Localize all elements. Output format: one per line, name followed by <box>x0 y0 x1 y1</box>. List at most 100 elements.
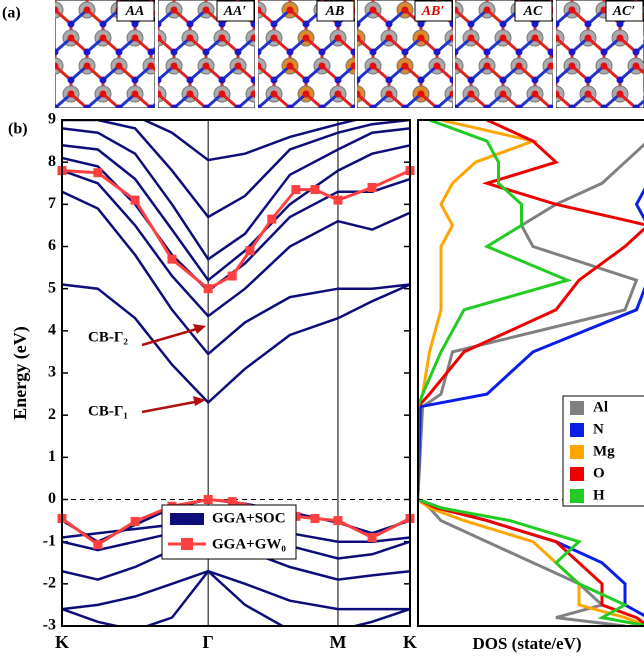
atom <box>467 90 475 98</box>
atom <box>556 34 560 42</box>
atom <box>607 114 623 130</box>
bond <box>455 92 472 108</box>
bond <box>237 64 255 82</box>
legend-swatch <box>570 445 584 459</box>
atom <box>639 114 644 130</box>
atom <box>401 104 409 108</box>
atom <box>369 62 377 70</box>
bond <box>55 106 56 108</box>
bond <box>635 64 644 75</box>
atom <box>357 20 361 28</box>
atom <box>399 133 406 140</box>
bond <box>23 10 39 24</box>
atom <box>499 76 507 84</box>
atom <box>250 90 255 98</box>
x-tick-label: K <box>55 632 69 652</box>
atom <box>584 76 592 84</box>
gw-marker <box>130 516 140 526</box>
panel-label: (b) <box>8 121 28 138</box>
bond <box>534 64 552 82</box>
atom <box>433 48 441 56</box>
bond <box>470 36 488 54</box>
gw-marker <box>267 214 277 224</box>
legend-swatch <box>170 513 204 525</box>
atom <box>239 133 246 140</box>
bond <box>455 64 472 82</box>
bond <box>70 92 88 108</box>
legend-swatch <box>570 489 584 503</box>
bond <box>173 8 191 26</box>
atom <box>270 90 278 98</box>
bond <box>205 8 223 26</box>
bond <box>173 36 191 54</box>
bond <box>55 66 56 68</box>
structure-thumbnail <box>455 0 644 140</box>
atom <box>155 133 162 140</box>
bond <box>273 8 291 26</box>
bond <box>572 122 588 136</box>
bond <box>556 64 573 82</box>
atom <box>202 6 210 14</box>
bond <box>615 122 631 136</box>
bond <box>237 36 255 54</box>
atom <box>347 133 354 140</box>
band-line <box>62 120 410 219</box>
atom <box>483 62 491 70</box>
atom <box>584 90 592 98</box>
atom <box>131 76 139 84</box>
atom <box>349 142 365 158</box>
atom <box>445 142 461 158</box>
band-line <box>62 169 410 318</box>
atom <box>318 48 326 56</box>
band-line <box>62 144 410 283</box>
bond <box>619 92 637 108</box>
bond <box>158 92 175 108</box>
label-box <box>316 0 355 22</box>
bond <box>183 122 199 136</box>
bond <box>388 64 406 82</box>
bond <box>134 92 152 108</box>
band-line <box>62 190 410 356</box>
atom <box>63 142 79 158</box>
bond <box>289 92 307 108</box>
bond <box>587 8 605 26</box>
bond <box>289 64 307 82</box>
bond <box>502 64 520 82</box>
atom <box>584 34 592 42</box>
bond <box>238 122 254 136</box>
atom <box>385 20 393 28</box>
atom <box>131 90 139 98</box>
atom <box>115 104 123 108</box>
atom <box>228 133 235 140</box>
atom <box>170 6 178 14</box>
legend-label: Mg <box>593 443 615 459</box>
bond <box>86 36 104 54</box>
atom <box>350 62 355 70</box>
atom <box>585 133 592 140</box>
atom <box>596 133 603 140</box>
y-tick-label: 9 <box>48 111 56 128</box>
atom <box>632 62 640 70</box>
bond <box>221 36 239 54</box>
bond <box>305 64 323 82</box>
bond <box>357 36 374 54</box>
bond <box>533 122 549 136</box>
atom <box>198 114 214 130</box>
atom <box>55 6 59 14</box>
bond <box>55 10 56 12</box>
bond <box>551 122 567 136</box>
bond <box>587 36 605 54</box>
atom <box>401 6 409 14</box>
atom <box>99 20 107 28</box>
gw-marker <box>367 532 377 542</box>
label-box <box>116 0 155 22</box>
atom <box>207 114 223 130</box>
bond <box>86 8 104 26</box>
bond <box>372 36 390 54</box>
atom <box>258 48 262 56</box>
atom <box>286 6 294 14</box>
y-tick-label: 6 <box>48 237 56 254</box>
bond <box>86 92 104 108</box>
atom <box>83 62 91 70</box>
bond <box>556 8 573 26</box>
